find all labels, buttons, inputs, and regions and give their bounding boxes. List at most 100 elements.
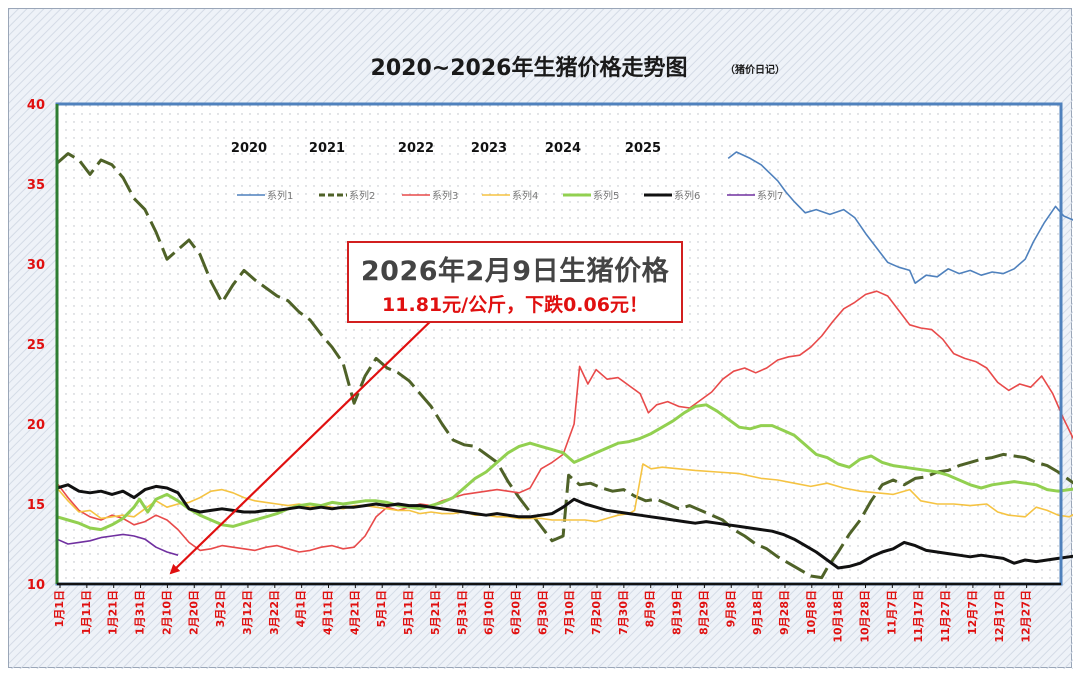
x-tick-label: 6月30日	[536, 590, 549, 635]
x-tick-label: 5月31日	[456, 590, 469, 635]
chart-title: 2020~2026年生猪价格走势图	[371, 55, 688, 81]
x-tick-label: 3月12日	[241, 590, 254, 635]
x-tick-label: 2月10日	[160, 590, 173, 635]
x-tick-label-group: 2月10日	[160, 590, 173, 635]
x-tick-label: 3月2日	[214, 590, 227, 627]
x-tick-label-group: 5月11日	[402, 590, 415, 635]
x-tick-label: 7月30日	[617, 590, 630, 635]
x-tick-label: 11月27日	[939, 590, 952, 643]
legend-label: 系列5	[593, 189, 619, 202]
x-tick-label-group: 6月10日	[483, 590, 496, 635]
x-tick-label: 9月18日	[751, 590, 764, 635]
x-tick-label: 1月1日	[53, 590, 66, 627]
x-tick-label-group: 4月1日	[295, 590, 308, 627]
x-tick-label: 10月18日	[832, 590, 845, 643]
year-label: 2020	[231, 141, 267, 156]
year-label: 2021	[309, 141, 345, 156]
year-label: 2024	[545, 141, 581, 156]
x-tick-label-group: 3月2日	[214, 590, 227, 627]
x-tick-label: 12月27日	[1020, 590, 1033, 643]
legend-label: 系列4	[512, 189, 538, 202]
callout-arrow	[169, 314, 438, 575]
x-tick-label: 11月17日	[912, 590, 925, 643]
x-tick-label-group: 2月20日	[187, 590, 200, 635]
series-line-6	[56, 483, 1073, 570]
x-tick-label-group: 7月20日	[590, 590, 603, 635]
x-tick-label-group: 8月19日	[671, 590, 684, 635]
x-tick-label-group: 5月1日	[375, 590, 388, 627]
x-tick-label: 7月10日	[563, 590, 576, 635]
x-tick-label-group: 3月22日	[268, 590, 281, 635]
x-tick-label-group: 9月18日	[751, 590, 764, 635]
x-tick-label-group: 9月8日	[724, 590, 737, 627]
x-tick-label-group: 1月1日	[53, 590, 66, 627]
x-tick-label: 12月17日	[993, 590, 1006, 643]
legend-label: 系列1	[267, 189, 293, 202]
y-tick-label: 30	[27, 258, 45, 273]
x-tick-label: 9月8日	[724, 590, 737, 627]
x-tick-label-group: 10月18日	[832, 590, 845, 643]
x-tick-label-group: 12月7日	[966, 590, 979, 635]
series-line-3	[56, 290, 1073, 553]
callout-price-line: 11.81元/公斤，下跌0.06元！	[382, 294, 648, 316]
x-tick-label: 1月11日	[80, 590, 93, 635]
series-line-4	[56, 463, 1073, 523]
year-label: 2023	[471, 141, 507, 156]
x-tick-label: 8月29日	[697, 590, 710, 635]
series-line-5	[56, 403, 1073, 532]
x-tick-label-group: 9月28日	[778, 590, 791, 635]
x-tick-label-group: 6月30日	[536, 590, 549, 635]
series-line-1	[727, 151, 1073, 284]
x-tick-label: 5月21日	[429, 590, 442, 635]
x-tick-label-group: 5月31日	[456, 590, 469, 635]
legend-label: 系列2	[349, 189, 375, 202]
x-tick-label: 6月20日	[509, 590, 522, 635]
series-line-2	[56, 152, 1073, 580]
y-tick-label: 25	[27, 338, 45, 353]
x-tick-label-group: 11月27日	[939, 590, 952, 643]
x-tick-label-group: 10月8日	[805, 590, 818, 635]
x-tick-label: 11月7日	[885, 590, 898, 635]
x-tick-label: 10月28日	[859, 590, 872, 643]
y-tick-label: 15	[27, 498, 45, 513]
y-tick-label: 20	[27, 418, 45, 433]
x-tick-label-group: 8月29日	[697, 590, 710, 635]
x-tick-label-group: 11月7日	[885, 590, 898, 635]
x-tick-label: 9月28日	[778, 590, 791, 635]
y-tick-label: 40	[27, 98, 45, 113]
chart-frame: 2020~2026年生猪价格走势图 （猪价日记） 10 15 20 25 30 35 40 1…	[8, 8, 1073, 669]
x-tick-label: 5月11日	[402, 590, 415, 635]
x-tick-label: 2月20日	[187, 590, 200, 635]
x-tick-label: 5月1日	[375, 590, 388, 627]
x-tick-label: 4月21日	[348, 590, 361, 635]
x-tick-label: 6月10日	[483, 590, 496, 635]
x-tick-label-group: 4月11日	[322, 590, 335, 635]
y-tick-label: 10	[27, 578, 45, 593]
x-tick-label-group: 7月10日	[563, 590, 576, 635]
price-callout: 2026年2月9日生猪价格 11.81元/公斤，下跌0.06元！	[347, 241, 683, 323]
x-tick-label-group: 7月30日	[617, 590, 630, 635]
legend-label: 系列7	[757, 189, 783, 202]
x-tick-label-group: 1月11日	[80, 590, 93, 635]
x-tick-label-group: 11月17日	[912, 590, 925, 643]
x-tick-label-group: 1月21日	[107, 590, 120, 635]
legend-label: 系列6	[674, 189, 700, 202]
x-tick-label: 8月19日	[671, 590, 684, 635]
x-tick-label-group: 5月21日	[429, 590, 442, 635]
x-tick-label-group: 10月28日	[859, 590, 872, 643]
y-tick-label: 35	[27, 178, 45, 193]
x-tick-label-group: 12月17日	[993, 590, 1006, 643]
x-tick-label: 4月11日	[322, 590, 335, 635]
callout-date-line: 2026年2月9日生猪价格	[360, 256, 670, 287]
year-label: 2022	[398, 141, 434, 156]
x-tick-label: 3月22日	[268, 590, 281, 635]
x-tick-label-group: 8月9日	[644, 590, 657, 627]
x-tick-label: 7月20日	[590, 590, 603, 635]
x-tick-label: 8月9日	[644, 590, 657, 627]
legend-label: 系列3	[432, 189, 458, 202]
x-tick-label-group: 4月21日	[348, 590, 361, 635]
x-tick-label: 1月31日	[134, 590, 147, 635]
x-tick-label-group: 1月31日	[134, 590, 147, 635]
series-line-7	[56, 533, 179, 556]
x-tick-label: 4月1日	[295, 590, 308, 627]
